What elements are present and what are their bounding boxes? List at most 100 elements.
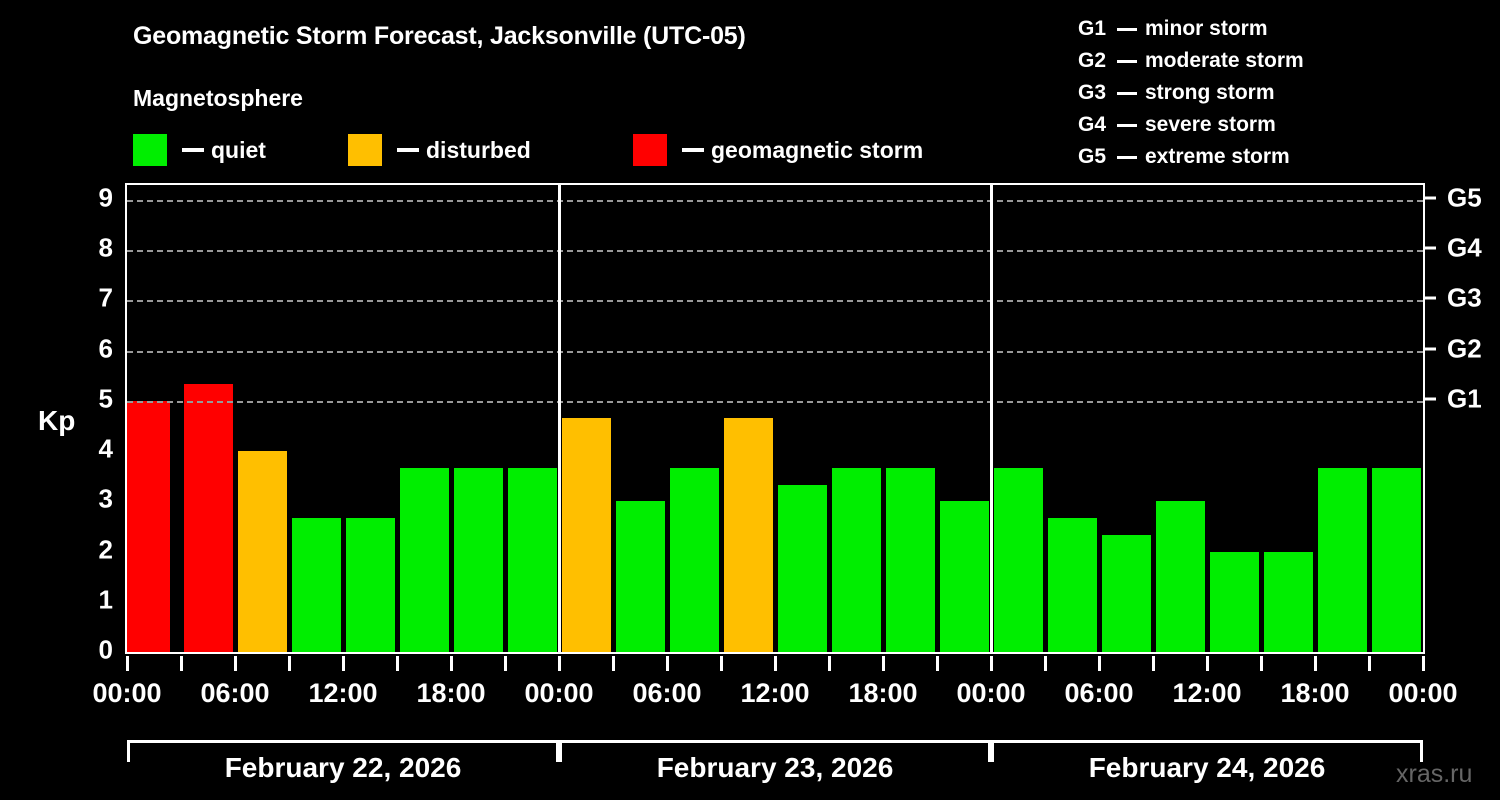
bar (237, 451, 287, 652)
g-tick-mark (1425, 397, 1436, 401)
bar (127, 400, 170, 652)
x-tick-mark (287, 656, 291, 671)
y-tick-label: 1 (98, 584, 113, 615)
legend-label: geomagnetic storm (711, 136, 924, 163)
x-tick-mark (1205, 656, 1209, 671)
x-tick-mark (341, 656, 345, 671)
g-legend-code: G5 (1078, 145, 1107, 168)
x-tick-label: 06:00 (632, 678, 702, 708)
day-label: February 23, 2026 (656, 752, 894, 783)
legend-item-quiet: quiet (133, 134, 266, 166)
legend-item-disturbed: disturbed (348, 134, 531, 166)
gridline-kp-6 (127, 350, 1423, 353)
day-bracket (991, 740, 1423, 762)
g-legend-dash-icon (1117, 91, 1137, 95)
day-bracket-right-cap (988, 740, 991, 762)
plot-inner (127, 185, 1423, 652)
bar (399, 467, 449, 652)
x-tick-mark (179, 656, 183, 671)
gridline-kp-9 (127, 200, 1423, 203)
bar (1263, 551, 1313, 652)
legend-dash-icon (397, 148, 419, 152)
x-tick-mark (1043, 656, 1047, 671)
day-bracket-line (559, 740, 991, 743)
page-title: Geomagnetic Storm Forecast, Jacksonville… (133, 22, 746, 50)
bar (507, 467, 557, 652)
x-tick-label: 18:00 (1280, 678, 1350, 708)
g-scale-legend: G1 minor storm G2 moderate storm G3 strong st… (1078, 13, 1304, 173)
x-tick-mark (827, 656, 831, 671)
bar (1047, 517, 1097, 652)
legend-swatch-storm (633, 134, 667, 166)
g-legend-code: G3 (1078, 81, 1107, 104)
x-tick-label: 06:00 (1064, 678, 1134, 708)
y-axis: 0 1 2 3 4 5 6 7 8 9 (75, 182, 136, 665)
y-tick-label: 2 (98, 534, 113, 565)
day-bracket (559, 740, 991, 762)
x-tick-mark (773, 656, 777, 671)
day-bracket-left-cap (559, 740, 562, 762)
g-tick-mark (1425, 347, 1436, 351)
x-tick-label: 12:00 (740, 678, 810, 708)
x-tick-label: 12:00 (1172, 678, 1242, 708)
x-tick-mark (449, 656, 453, 671)
g-legend-row-g4: G4 severe storm (1078, 109, 1304, 141)
g-legend-text: extreme storm (1145, 145, 1290, 168)
x-tick-mark (395, 656, 399, 671)
gridline-kp-5 (127, 400, 1423, 403)
bar (453, 467, 503, 652)
g-legend-row-g2: G2 moderate storm (1078, 45, 1304, 77)
bar (885, 467, 935, 652)
x-tick-mark (233, 656, 237, 671)
x-tick-mark (125, 656, 129, 671)
legend-label: disturbed (426, 136, 531, 163)
day-label: February 24, 2026 (1088, 752, 1326, 783)
g-legend-code: G2 (1078, 49, 1107, 72)
g-legend-text: severe storm (1145, 113, 1276, 136)
bar (345, 517, 395, 652)
x-tick-mark (557, 656, 561, 671)
x-tick-mark (1421, 656, 1425, 671)
watermark: xras.ru (1396, 760, 1473, 788)
bar (615, 501, 665, 652)
g-tick-mark (1425, 196, 1436, 200)
day-bracket (127, 740, 559, 762)
g-tick-mark (1425, 296, 1436, 300)
bar (939, 501, 989, 652)
legend-swatch-quiet (133, 134, 167, 166)
x-tick-mark (1367, 656, 1371, 671)
g-legend-dash-icon (1117, 59, 1137, 63)
g-tick-label: G3 (1447, 282, 1482, 313)
day-bracket-right-cap (556, 740, 559, 762)
g-tick-label: G2 (1447, 333, 1482, 364)
bar (291, 517, 341, 652)
bar (723, 417, 773, 652)
x-tick-label: 00:00 (1388, 678, 1458, 708)
y-tick-label: 6 (98, 333, 113, 364)
legend-label: quiet (211, 136, 266, 163)
x-tick-label: 00:00 (92, 678, 162, 708)
x-tick-mark (1313, 656, 1317, 671)
y-tick-label: 3 (98, 483, 113, 514)
g-tick-label: G4 (1447, 232, 1482, 263)
x-tick-mark (503, 656, 507, 671)
bar-series (127, 185, 1423, 652)
x-tick-mark (1259, 656, 1263, 671)
y-tick-label: 9 (98, 182, 113, 213)
x-axis-labels: 00:00 06:00 12:00 18:00 00:00 06:00 12:00 18:00… (0, 678, 1500, 712)
day-bracket-left-cap (127, 740, 130, 762)
g-legend-text: minor storm (1145, 17, 1268, 40)
g-legend-text: moderate storm (1145, 49, 1304, 72)
y-tick-label: 0 (98, 634, 113, 665)
g-legend-row-g3: G3 strong storm (1078, 77, 1304, 109)
x-tick-label: 06:00 (200, 678, 270, 708)
legend-item-geomagnetic-storm: geomagnetic storm (633, 134, 923, 166)
g-legend-row-g5: G5 extreme storm (1078, 141, 1304, 173)
g-scale-axis: G1 G2 G3 G4 G5 (1425, 183, 1500, 654)
gridline-kp-7 (127, 300, 1423, 303)
x-tick-label: 18:00 (848, 678, 918, 708)
day-bracket-line (127, 740, 559, 743)
legend-swatch-disturbed (348, 134, 382, 166)
bar (993, 467, 1043, 652)
